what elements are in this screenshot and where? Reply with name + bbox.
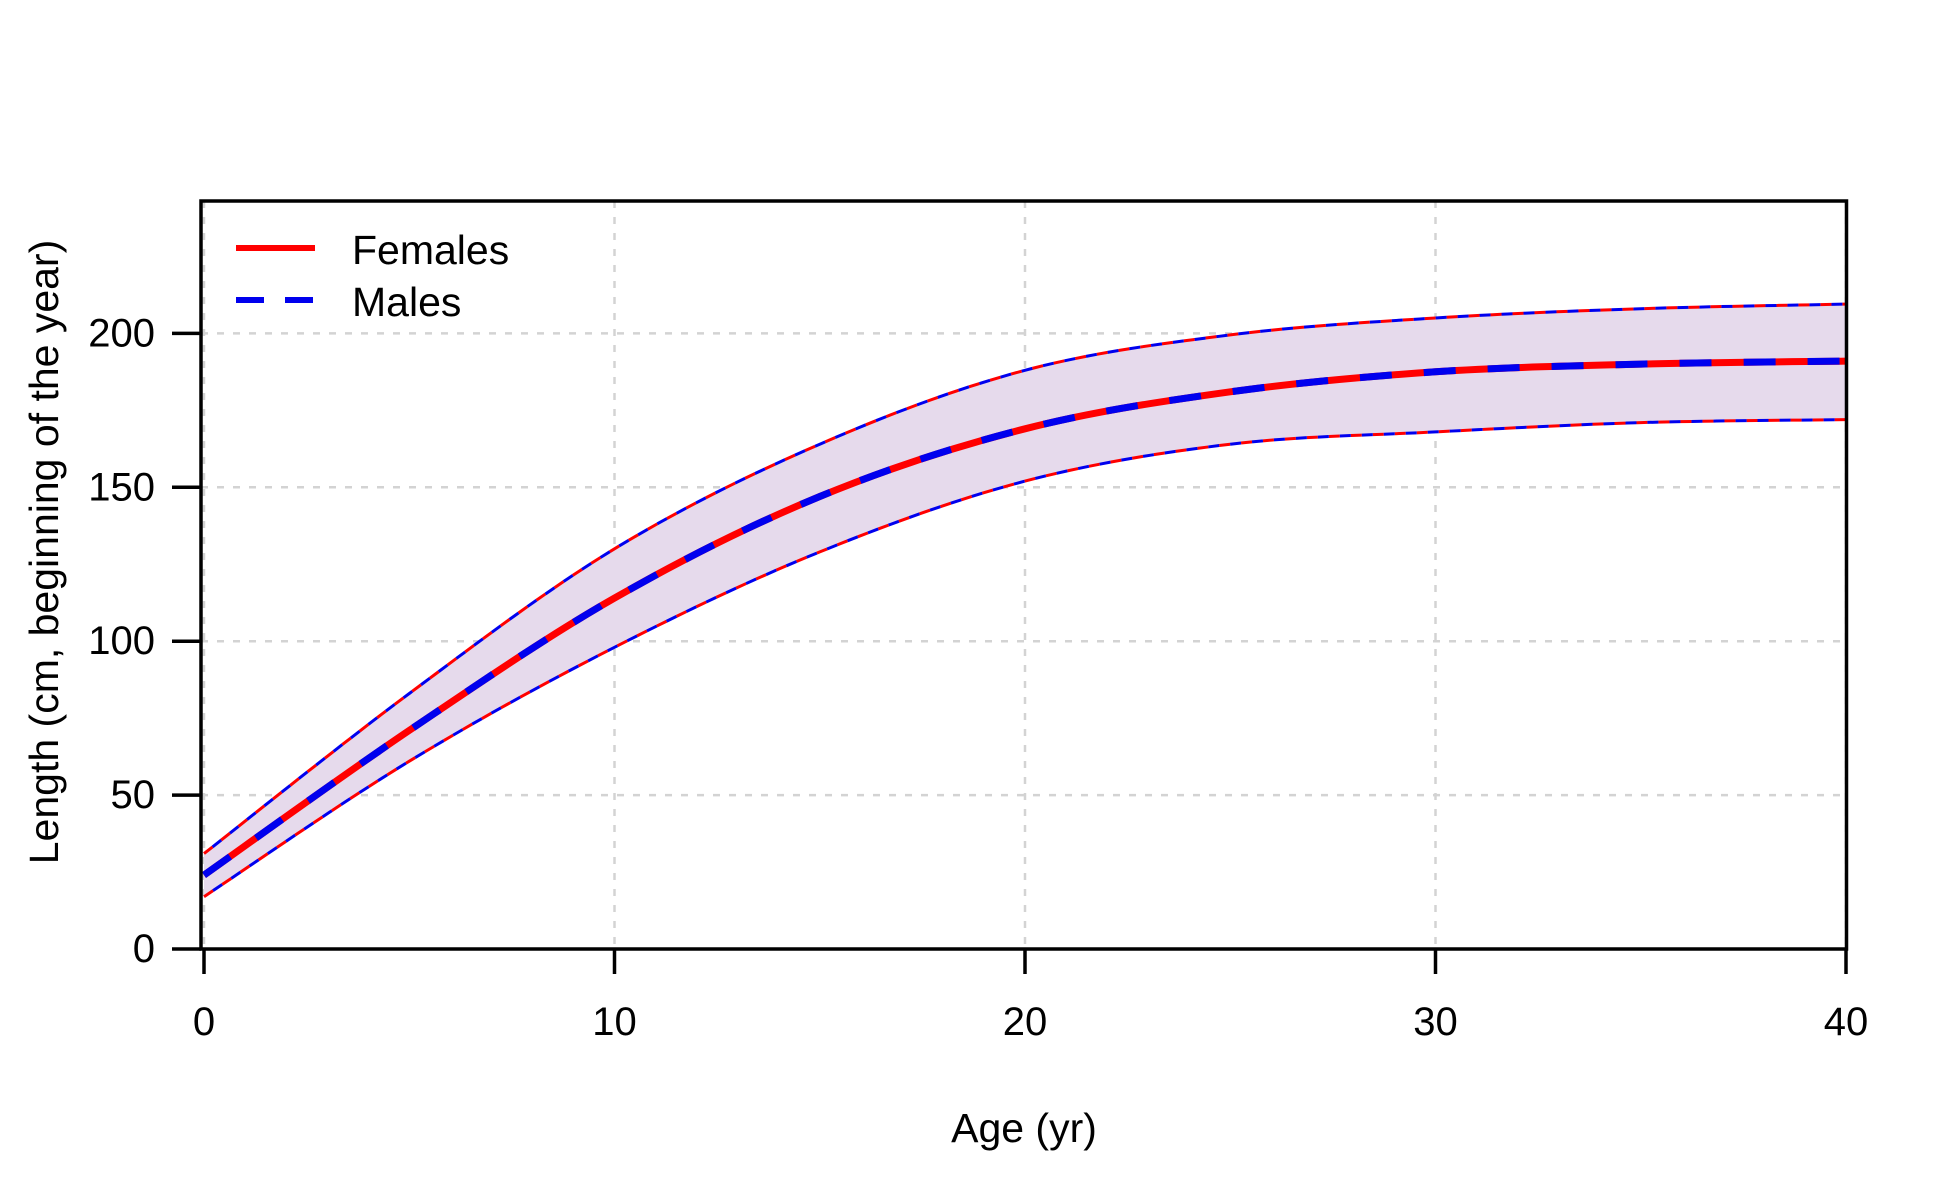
x-tick-label: 40: [1824, 1000, 1869, 1044]
y-axis-title: Length (cm, beginning of the year): [21, 240, 67, 865]
x-tick-label: 0: [193, 1000, 215, 1044]
growth-curves: [201, 357, 1847, 878]
y-tick-label: 50: [111, 773, 156, 817]
x-axis-title: Age (yr): [951, 1105, 1097, 1151]
legend: Females Males: [236, 227, 509, 325]
males-curve: [201, 357, 1847, 878]
x-tick-label: 30: [1413, 1000, 1458, 1044]
confidence-band-upper-edge-males: [203, 302, 1847, 855]
x-tick-label: 20: [1003, 1000, 1048, 1044]
y-tick-label: 150: [88, 465, 155, 509]
y-tick-label: 100: [88, 619, 155, 663]
confidence-band-upper-edge-females: [203, 302, 1847, 855]
confidence-band-lower-edge-females: [203, 418, 1847, 898]
confidence-band-fill: [204, 304, 1846, 897]
y-axis: 0 50 100 150 200: [88, 311, 201, 971]
y-tick-label: 0: [133, 927, 155, 971]
legend-label-males: Males: [352, 279, 461, 325]
confidence-band: [203, 302, 1847, 898]
x-tick-label: 10: [592, 1000, 637, 1044]
legend-label-females: Females: [352, 227, 509, 273]
y-tick-label: 200: [88, 311, 155, 355]
x-axis: 0 10 20 30 40: [193, 949, 1868, 1044]
confidence-band-lower-edge-males: [203, 418, 1847, 898]
